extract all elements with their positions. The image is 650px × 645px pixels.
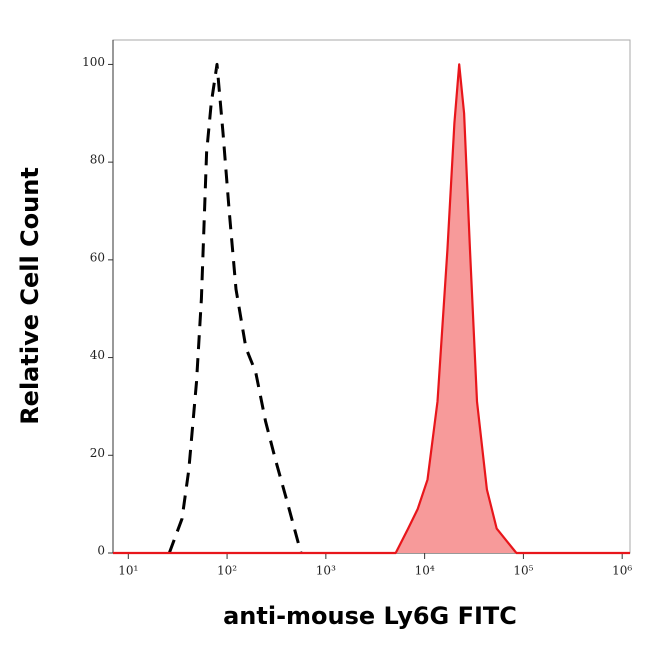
x-tick-label: 10¹ xyxy=(118,564,138,578)
area-fill xyxy=(113,64,630,554)
x-tick-label: 10⁵ xyxy=(513,564,533,578)
histogram-line xyxy=(167,62,303,554)
y-tick-label: 100 xyxy=(82,55,105,69)
y-tick-label: 80 xyxy=(90,153,105,167)
x-axis-title: anti-mouse Ly6G FITC xyxy=(223,602,517,630)
y-tick-label: 0 xyxy=(97,544,105,558)
y-tick-label: 20 xyxy=(90,446,105,460)
histogram-line xyxy=(113,63,630,555)
x-tick-label: 10³ xyxy=(316,564,336,578)
plot-frame xyxy=(112,39,631,554)
y-tick-label: 60 xyxy=(90,250,105,264)
y-tick-label: 40 xyxy=(90,348,105,362)
y-axis-title: Relative Cell Count xyxy=(16,167,44,425)
x-tick-label: 10⁴ xyxy=(415,564,435,578)
x-tick-label: 10² xyxy=(217,564,237,578)
x-tick-label: 10⁶ xyxy=(612,564,632,578)
